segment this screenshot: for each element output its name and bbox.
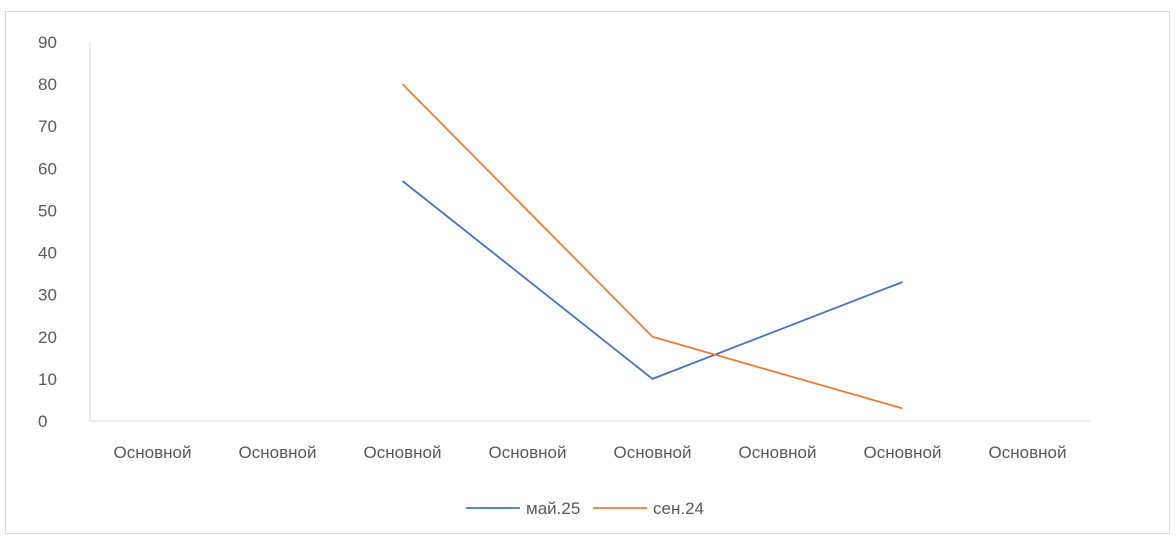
y-tick-label: 70 [38, 117, 57, 136]
x-axis-tick-labels: Основной Основной Основной Основной Основной… [114, 443, 1067, 462]
y-axis-tick-labels: 0 10 20 30 40 50 60 70 80 90 [38, 33, 57, 431]
x-tick-label: Основной [239, 443, 317, 462]
y-tick-label: 50 [38, 201, 57, 220]
x-tick-label: Основной [989, 443, 1067, 462]
y-tick-label: 80 [38, 75, 57, 94]
legend-label-0: май.25 [526, 499, 580, 518]
x-tick-label: Основной [364, 443, 442, 462]
x-tick-label: Основной [114, 443, 192, 462]
legend: май.25 сен.24 [466, 499, 704, 518]
chart-area [5, 11, 1170, 534]
y-tick-label: 40 [38, 244, 57, 263]
y-tick-label: 0 [38, 412, 47, 431]
y-tick-label: 10 [38, 370, 57, 389]
series-lines [401, 83, 903, 410]
x-tick-label: Основной [739, 443, 817, 462]
x-tick-label: Основной [614, 443, 692, 462]
y-tick-label: 90 [38, 33, 57, 52]
series-line-1 [401, 83, 903, 410]
y-tick-label: 20 [38, 328, 57, 347]
axes [89, 42, 1090, 422]
series-line-0 [401, 180, 903, 380]
legend-label-1: сен.24 [653, 499, 704, 518]
y-tick-label: 30 [38, 286, 57, 305]
x-tick-label: Основной [489, 443, 567, 462]
y-tick-label: 60 [38, 159, 57, 178]
x-tick-label: Основной [864, 443, 942, 462]
